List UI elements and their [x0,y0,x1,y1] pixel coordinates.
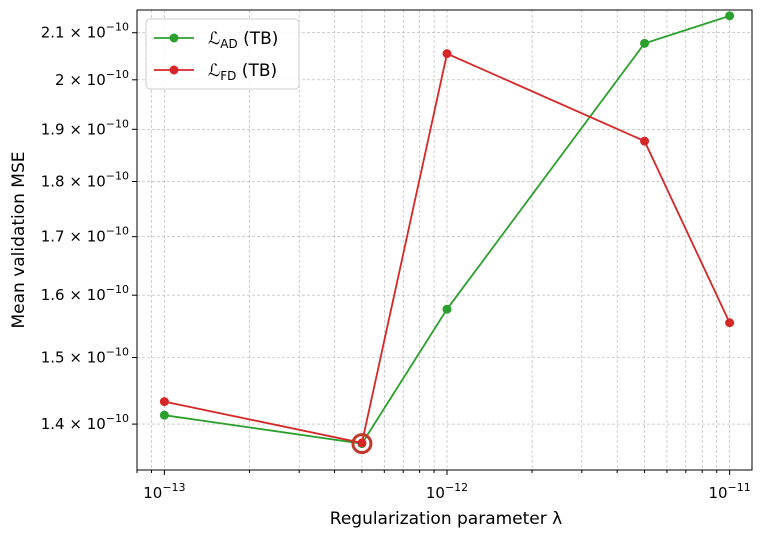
y-tick-label: 1.4 × 10−10 [41,412,129,433]
y-axis-label: Mean validation MSE [9,151,29,328]
data-point-fd [442,49,452,59]
grid-lines [136,10,752,470]
legend-swatch-marker [169,65,179,75]
legend-swatch-marker [169,33,179,43]
plot-frame [136,9,753,471]
data-point-ad [725,11,735,21]
axis-ticks: 10−13 10−12 10−11 1.4 × 10−10 1.5 × 10−10 1.6… [41,21,751,502]
x-axis-label: Regularization parameter λ [330,509,562,529]
x-tick-label: 10−12 [426,481,468,502]
y-tick-label: 1.7 × 10−10 [41,225,129,246]
legend-label: ℒFD (TB) [208,61,277,83]
y-tick-label: 2 × 10−10 [55,68,129,89]
data-point-fd [159,397,169,407]
data-point-fd [725,318,735,328]
x-tick-label: 10−13 [143,481,185,502]
data-point-ad [442,304,452,314]
y-tick-label: 1.8 × 10−10 [41,170,129,191]
data-point-ad [640,38,650,48]
legend-box [145,18,300,90]
legend: ℒAD (TB) ℒFD (TB) [145,18,300,90]
y-tick-label: 1.5 × 10−10 [41,346,129,367]
data-point-fd [357,438,367,448]
data-point-ad [159,410,169,420]
legend-label: ℒAD (TB) [208,29,278,51]
y-tick-label: 1.9 × 10−10 [41,117,129,138]
highlight-marker [351,433,373,455]
series-lines [159,11,735,455]
y-tick-label: 2.1 × 10−10 [41,21,129,42]
y-tick-label: 1.6 × 10−10 [41,283,129,304]
x-tick-label: 10−11 [708,481,750,502]
data-point-fd [640,136,650,146]
